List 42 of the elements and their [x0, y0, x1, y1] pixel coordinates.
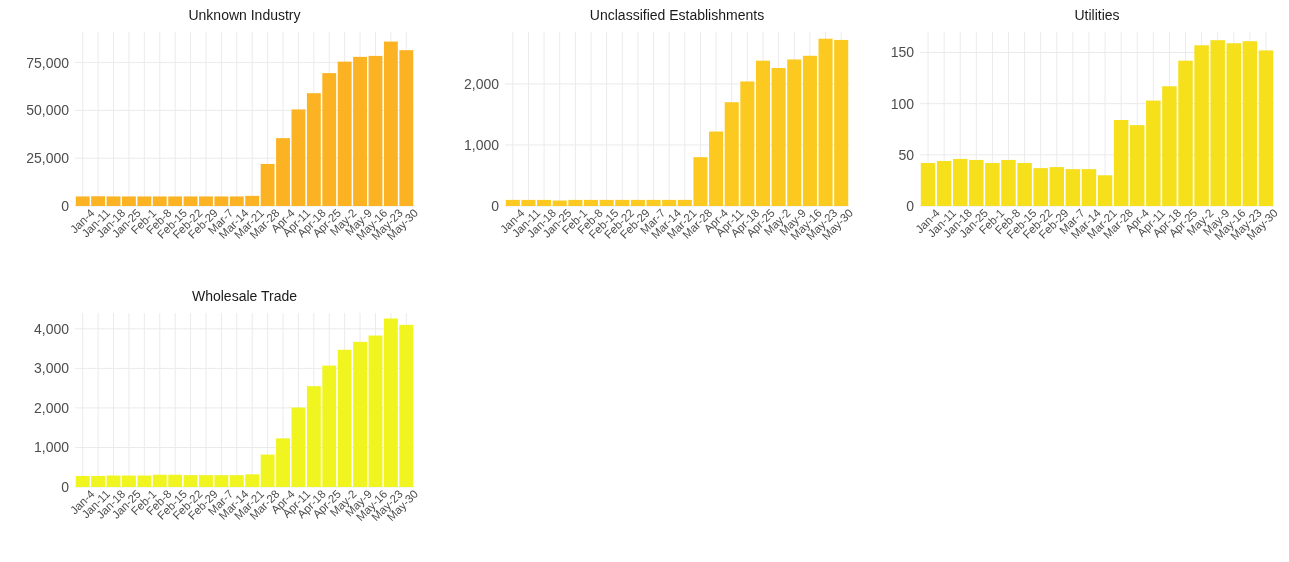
y-tick-label: 0 — [61, 478, 70, 495]
bar — [1242, 41, 1258, 206]
y-tick-label: 3,000 — [33, 360, 70, 377]
chart-title: Wholesale Trade — [191, 288, 298, 304]
bar — [583, 199, 599, 206]
bar — [709, 131, 724, 206]
bar — [106, 475, 121, 487]
y-tick-label: 75,000 — [26, 54, 70, 71]
y-tick-label: 4,000 — [33, 320, 70, 337]
chart-title: Unknown Industry — [188, 7, 301, 23]
bar — [368, 55, 383, 206]
y-tick-label: 2,000 — [33, 399, 70, 416]
bar — [1065, 169, 1081, 206]
y-tick-label: 2,000 — [463, 75, 500, 92]
y-tick-label: 50,000 — [26, 102, 70, 119]
bar — [537, 199, 552, 206]
bar — [368, 335, 383, 487]
y-tick-label: 0 — [61, 197, 70, 214]
bar — [755, 60, 771, 206]
y-tick-label: 100 — [890, 95, 915, 112]
bar — [936, 160, 952, 206]
bar — [106, 196, 121, 206]
bar — [1097, 175, 1113, 206]
y-tick-label: 50 — [898, 146, 915, 163]
y-tick-label: 1,000 — [463, 136, 500, 153]
y-tick-label: 150 — [890, 44, 915, 61]
bar — [1258, 50, 1274, 206]
bar — [1129, 125, 1145, 206]
bar — [1049, 167, 1065, 206]
bar — [920, 163, 936, 206]
bar — [1081, 169, 1097, 206]
chart-title: Utilities — [1074, 7, 1120, 23]
bar — [802, 55, 817, 206]
chart-title: Unclassified Establishments — [589, 7, 765, 23]
y-tick-label: 0 — [906, 197, 915, 214]
bar — [952, 158, 968, 206]
bar — [1113, 120, 1129, 206]
bar — [630, 199, 645, 206]
y-tick-label: 0 — [491, 197, 500, 214]
bar — [1226, 43, 1242, 206]
y-tick-label: 25,000 — [26, 150, 70, 167]
y-tick-label: 1,000 — [33, 439, 70, 456]
